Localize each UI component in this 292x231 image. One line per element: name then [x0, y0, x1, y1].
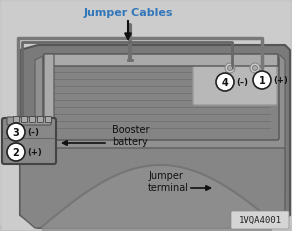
Circle shape — [225, 63, 235, 73]
Text: 1: 1 — [259, 76, 265, 85]
FancyBboxPatch shape — [2, 2, 290, 230]
Text: (+): (+) — [273, 76, 288, 85]
Text: (+): (+) — [27, 148, 42, 156]
Circle shape — [7, 143, 25, 161]
Text: 2: 2 — [13, 148, 19, 158]
FancyBboxPatch shape — [29, 116, 36, 122]
Polygon shape — [20, 148, 285, 228]
Circle shape — [227, 66, 232, 70]
Circle shape — [250, 63, 260, 73]
FancyBboxPatch shape — [0, 0, 292, 226]
Text: 4: 4 — [222, 77, 228, 88]
Text: (–): (–) — [27, 128, 39, 137]
FancyBboxPatch shape — [22, 116, 27, 122]
FancyBboxPatch shape — [37, 116, 44, 122]
Polygon shape — [20, 45, 290, 228]
Text: 1VQA4001: 1VQA4001 — [239, 216, 281, 225]
FancyBboxPatch shape — [7, 117, 51, 125]
Polygon shape — [35, 55, 285, 225]
Text: Booster
battery: Booster battery — [112, 125, 150, 147]
FancyBboxPatch shape — [13, 116, 20, 122]
Text: Jumper Cables: Jumper Cables — [83, 8, 173, 18]
Text: Jumper
terminal: Jumper terminal — [148, 171, 189, 193]
FancyBboxPatch shape — [193, 56, 277, 105]
Text: 3: 3 — [13, 128, 19, 137]
FancyBboxPatch shape — [43, 56, 279, 140]
FancyBboxPatch shape — [231, 211, 289, 229]
Circle shape — [7, 123, 25, 141]
FancyBboxPatch shape — [44, 54, 278, 66]
Circle shape — [253, 71, 271, 89]
Circle shape — [253, 66, 258, 70]
FancyBboxPatch shape — [46, 116, 51, 122]
FancyBboxPatch shape — [44, 54, 54, 136]
Circle shape — [216, 73, 234, 91]
FancyBboxPatch shape — [2, 118, 56, 164]
Text: (–): (–) — [236, 77, 248, 86]
